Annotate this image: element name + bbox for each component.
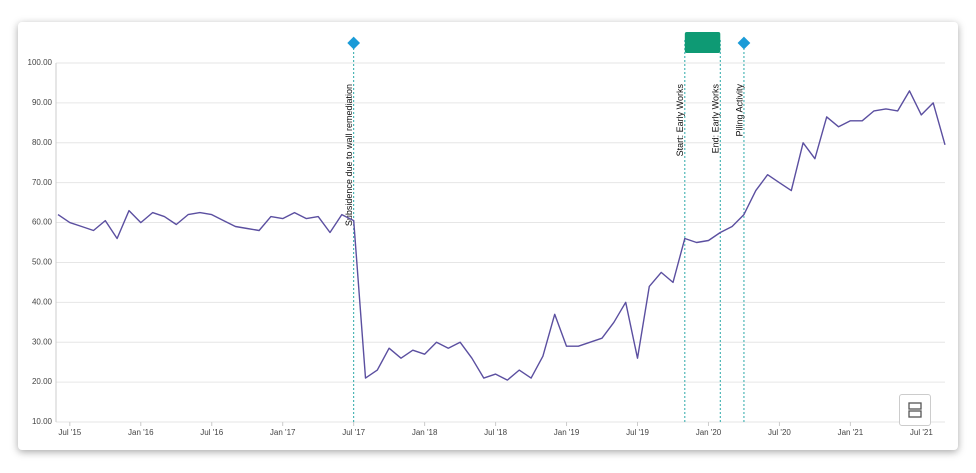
x-tick-label: Jan '19	[554, 428, 580, 437]
x-tick-label: Jul '21	[910, 428, 933, 437]
x-tick-label: Jan '16	[128, 428, 154, 437]
x-tick-label: Jul '16	[200, 428, 223, 437]
annotation-marker	[737, 36, 751, 50]
chart-card	[18, 22, 958, 450]
y-tick-label: 100.00	[28, 58, 53, 67]
annotation-label: Piling Activity	[734, 84, 744, 137]
annotation-label: Subsidence due to wall remediation	[344, 84, 354, 226]
x-tick-label: Jan '17	[270, 428, 296, 437]
y-tick-label: 90.00	[32, 98, 53, 107]
annotation-label: End: Early Works	[711, 84, 721, 154]
x-tick-label: Jul '15	[58, 428, 81, 437]
button-icon	[908, 402, 922, 418]
x-tick-label: Jul '20	[768, 428, 791, 437]
x-tick-label: Jul '17	[342, 428, 365, 437]
annotation-label: Start: Early Works	[675, 84, 685, 157]
x-tick-label: Jul '18	[484, 428, 507, 437]
x-tick-label: Jan '18	[412, 428, 438, 437]
x-tick-label: Jan '21	[838, 428, 864, 437]
x-tick-label: Jan '20	[696, 428, 722, 437]
y-tick-label: 80.00	[32, 138, 53, 147]
x-tick-label: Jul '19	[626, 428, 649, 437]
y-tick-label: 60.00	[32, 218, 53, 227]
y-tick-label: 40.00	[32, 297, 53, 306]
annotation-marker	[347, 36, 361, 50]
y-tick-label: 20.00	[32, 377, 53, 386]
line-series	[57, 90, 946, 381]
y-tick-label: 50.00	[32, 258, 53, 267]
y-tick-label: 30.00	[32, 337, 53, 346]
y-tick-label: 70.00	[32, 178, 53, 187]
view-toggle-button[interactable]	[899, 394, 931, 426]
annotation-range	[684, 32, 721, 53]
y-tick-label: 10.00	[32, 417, 53, 426]
